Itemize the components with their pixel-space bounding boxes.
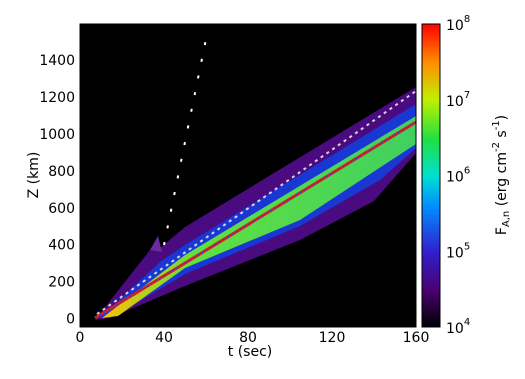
- y-tick-label: 0: [66, 312, 75, 328]
- y-tick-label: 1200: [39, 90, 75, 106]
- y-tick-label: 200: [48, 275, 75, 291]
- tick-exponent: 4: [464, 317, 470, 328]
- heatmap: [80, 24, 417, 327]
- tick-base: 10: [446, 321, 464, 337]
- y-tick-label: 600: [48, 201, 75, 217]
- tick-base: 10: [446, 18, 464, 34]
- y-tick-label: 400: [48, 238, 75, 254]
- colorbar-tick-label: 106: [446, 166, 470, 186]
- colorbar-label-part: A,n: [501, 211, 512, 227]
- colorbar-label-part: -1: [491, 120, 502, 130]
- x-tick-label: 120: [319, 330, 346, 346]
- tick-base: 10: [446, 170, 464, 186]
- colorbar-label: FA,n (erg cm-2 s-1): [491, 115, 512, 235]
- front-line: [96, 90, 417, 315]
- tick-exponent: 6: [464, 166, 470, 177]
- colorbar-tick-label: 107: [446, 90, 470, 110]
- ridge-line: [94, 120, 417, 320]
- colorbar-tick-label: 104: [446, 317, 470, 337]
- axes: 0 40 80 120 160 0 200 400 600 800 1000 1200 1400: [39, 23, 440, 346]
- tick-exponent: 7: [464, 90, 470, 101]
- y-tick-label: 1400: [39, 53, 75, 69]
- y-tick-label: 1000: [39, 127, 75, 143]
- y-axis-label: Z (km): [26, 152, 42, 199]
- x-tick-label: 80: [239, 330, 257, 346]
- tick-base: 10: [446, 245, 464, 261]
- x-tick-label: 160: [403, 330, 430, 346]
- jet-dots: [163, 38, 207, 246]
- colorbar-label-part: F: [494, 227, 510, 235]
- colorbar-label-part: ): [494, 115, 510, 120]
- spike: [150, 236, 162, 252]
- tick-exponent: 5: [464, 241, 470, 252]
- colorbar-label-part: (erg cm: [494, 152, 510, 211]
- colorbar-tick-label: 108: [446, 14, 470, 34]
- tick-base: 10: [446, 94, 464, 110]
- x-axis-label: t (sec): [228, 344, 272, 360]
- colorbar-tick-label: 105: [446, 241, 470, 261]
- colorbar-label-part: s: [494, 130, 510, 142]
- x-tick-label: 0: [76, 330, 85, 346]
- colorbar-label-part: -2: [491, 142, 502, 152]
- x-tick-label: 40: [155, 330, 173, 346]
- y-tick-label: 800: [48, 164, 75, 180]
- tick-exponent: 8: [464, 14, 470, 25]
- colorbar: [421, 23, 441, 328]
